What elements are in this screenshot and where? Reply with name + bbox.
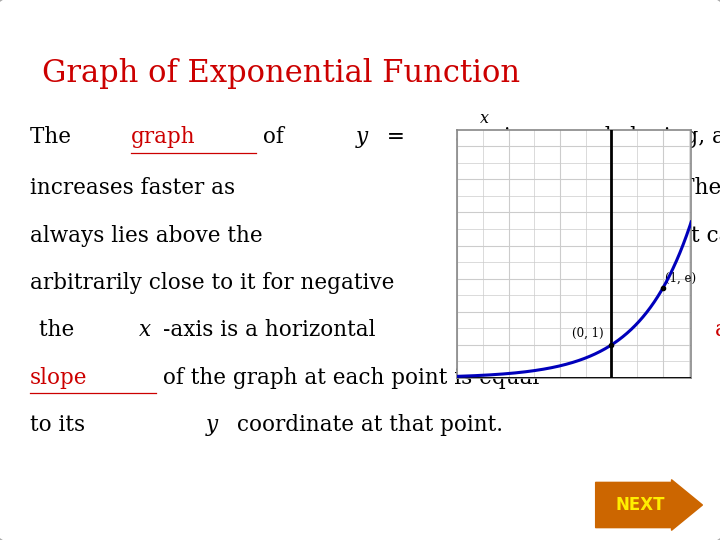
- Text: x: x: [480, 110, 489, 127]
- Text: graph: graph: [130, 126, 195, 148]
- Text: increases faster as: increases faster as: [30, 177, 242, 199]
- Text: slope: slope: [30, 367, 88, 388]
- Text: is upward-sloping, and: is upward-sloping, and: [498, 126, 720, 148]
- Text: y: y: [356, 126, 368, 148]
- FancyArrowPatch shape: [595, 480, 702, 530]
- Text: always lies above the: always lies above the: [30, 225, 270, 247]
- Text: =: =: [380, 126, 412, 148]
- Text: -axis is a horizontal: -axis is a horizontal: [163, 319, 382, 341]
- Text: of the graph at each point is equal: of the graph at each point is equal: [156, 367, 539, 388]
- Text: to its: to its: [30, 414, 92, 436]
- Text: x: x: [531, 177, 544, 199]
- Text: NEXT: NEXT: [616, 496, 665, 514]
- Text: -axis but can get: -axis but can get: [606, 225, 720, 247]
- Text: increases. The graph: increases. The graph: [556, 177, 720, 199]
- Text: a: a: [456, 126, 468, 148]
- Text: x: x: [582, 225, 594, 247]
- Text: y: y: [206, 414, 218, 436]
- Text: x: x: [139, 319, 151, 341]
- Text: coordinate at that point.: coordinate at that point.: [230, 414, 503, 436]
- Text: The: The: [30, 126, 78, 148]
- Text: of: of: [256, 126, 291, 148]
- Text: (0, 1): (0, 1): [572, 327, 604, 340]
- Text: arbitrarily close to it for negative: arbitrarily close to it for negative: [30, 272, 402, 294]
- Text: (1, e): (1, e): [665, 272, 697, 285]
- Text: asymptote: asymptote: [715, 319, 720, 341]
- Text: Graph of Exponential Function: Graph of Exponential Function: [42, 58, 521, 89]
- Text: the: the: [39, 319, 81, 341]
